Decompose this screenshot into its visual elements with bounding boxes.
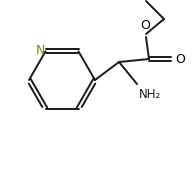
Text: N: N bbox=[36, 44, 45, 57]
Text: O: O bbox=[140, 19, 150, 32]
Text: NH₂: NH₂ bbox=[139, 88, 161, 101]
Text: O: O bbox=[175, 53, 185, 65]
